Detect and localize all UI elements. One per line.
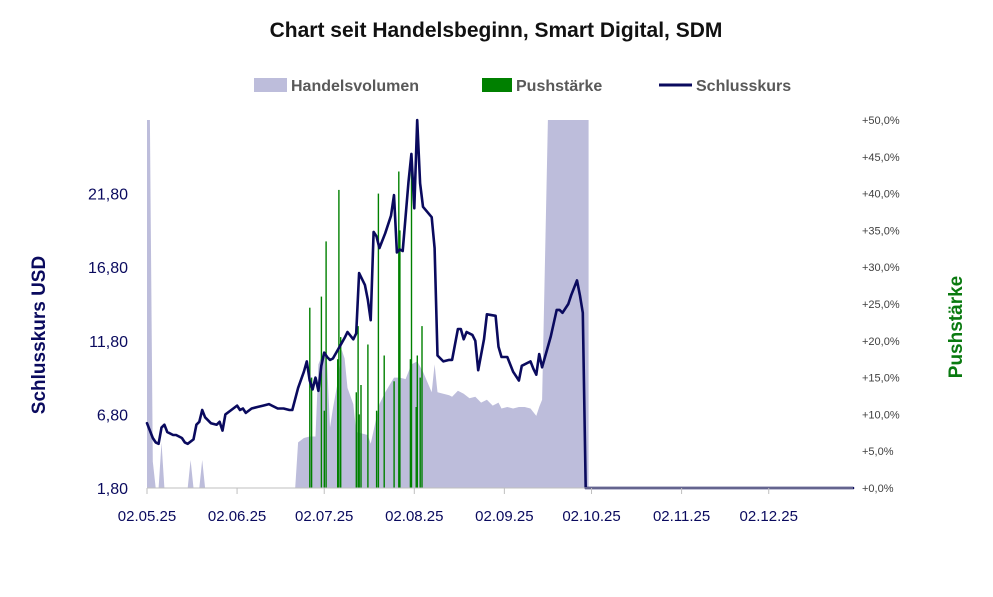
y-right-tick-label: +0,0% bbox=[862, 483, 894, 495]
y-left-tick-label: 16,80 bbox=[88, 260, 128, 277]
y-right-tick-label: +25,0% bbox=[862, 299, 900, 311]
close-line-layer bbox=[145, 118, 855, 490]
x-tick-label: 02.06.25 bbox=[208, 508, 266, 525]
push-bar bbox=[419, 377, 421, 488]
push-bar bbox=[310, 377, 313, 488]
push-bar bbox=[375, 410, 378, 488]
y-right-tick-label: +15,0% bbox=[862, 373, 900, 385]
push-bar bbox=[323, 410, 325, 488]
volume-area-layer bbox=[147, 120, 589, 488]
push-bar bbox=[398, 171, 400, 488]
push-bar bbox=[399, 230, 401, 488]
push-bar bbox=[367, 344, 369, 488]
x-tick-label: 02.10.25 bbox=[562, 508, 620, 525]
volume-area bbox=[147, 120, 589, 488]
y-right-tick-label: +10,0% bbox=[862, 409, 900, 421]
y-right-axis-label: Pushstärke bbox=[946, 276, 967, 378]
push-bar bbox=[357, 326, 359, 488]
push-bar bbox=[393, 381, 395, 488]
y-left-tick-label: 1,80 bbox=[97, 481, 128, 498]
push-bar bbox=[320, 296, 323, 488]
y-right-tick-label: +40,0% bbox=[862, 189, 900, 201]
push-bar bbox=[416, 355, 418, 488]
x-tick-label: 02.05.25 bbox=[118, 508, 176, 525]
push-bar bbox=[360, 385, 362, 488]
close-line bbox=[145, 118, 855, 490]
x-tick-label: 02.11.25 bbox=[653, 508, 710, 525]
push-bar bbox=[409, 359, 412, 488]
x-tick-label: 02.09.25 bbox=[475, 508, 533, 525]
push-bar bbox=[338, 189, 340, 488]
y-right-tick-label: +5,0% bbox=[862, 446, 894, 458]
legend-swatch-volume bbox=[254, 78, 287, 92]
y-left-tick-label: 6,80 bbox=[97, 407, 128, 424]
legend-swatch-push bbox=[482, 78, 512, 92]
push-bars-layer bbox=[309, 156, 423, 489]
push-bar bbox=[377, 193, 380, 488]
push-bar bbox=[415, 407, 417, 488]
y-left-axis-label: Schlusskurs USD bbox=[29, 256, 50, 414]
y-right-tick-label: +20,0% bbox=[862, 336, 900, 348]
y-left-tick-label: 21,80 bbox=[88, 187, 128, 204]
y-right-tick-label: +50,0% bbox=[862, 115, 900, 127]
x-tick-label: 02.07.25 bbox=[295, 508, 353, 525]
push-bar bbox=[358, 414, 360, 488]
push-bar bbox=[340, 337, 342, 488]
chart-title: Chart seit Handelsbeginn, Smart Digital,… bbox=[270, 19, 723, 42]
legend-label-close: Schlusskurs bbox=[696, 78, 791, 95]
legend-label-push: Pushstärke bbox=[516, 78, 602, 95]
push-bar bbox=[325, 241, 327, 488]
x-tick-label: 02.08.25 bbox=[385, 508, 443, 525]
y-left-tick-label: 11,80 bbox=[89, 334, 128, 351]
axes: 02.05.25 02.06.25 02.07.25 02.08.25 02.09.25… bbox=[88, 115, 900, 525]
y-right-tick-label: +45,0% bbox=[862, 152, 900, 164]
push-bar bbox=[410, 156, 413, 489]
push-bar bbox=[337, 359, 339, 488]
y-right-tick-label: +30,0% bbox=[862, 262, 900, 274]
push-bar bbox=[309, 307, 311, 488]
push-bar bbox=[421, 326, 423, 488]
legend-label-volume: Handelsvolumen bbox=[291, 78, 419, 95]
legend: Handelsvolumen Pushstärke Schlusskurs bbox=[254, 78, 791, 95]
x-tick-label: 02.12.25 bbox=[740, 508, 798, 525]
push-bar bbox=[355, 392, 357, 488]
y-right-tick-label: +35,0% bbox=[862, 225, 900, 237]
push-bar bbox=[383, 355, 385, 488]
